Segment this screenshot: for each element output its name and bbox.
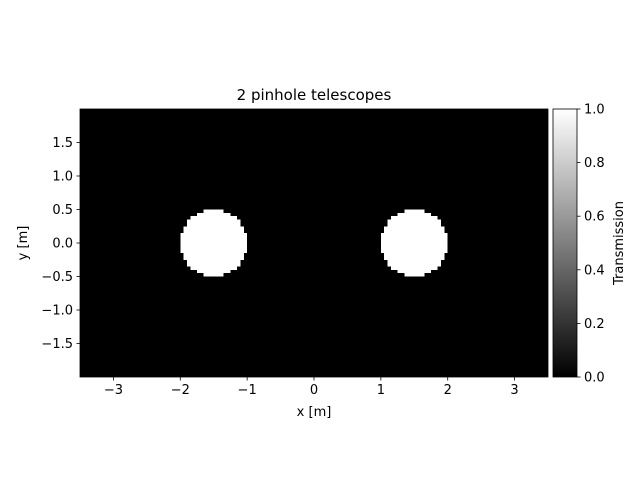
aperture-1: [180, 209, 248, 277]
aperture-shape: [380, 209, 448, 277]
colorbar-tick-label: 0.8: [584, 156, 605, 171]
y-tick-label: 0.5: [52, 203, 73, 218]
y-tick-label: −1.0: [41, 304, 73, 319]
aperture-2: [380, 209, 448, 277]
x-tick-label: 3: [510, 383, 518, 398]
x-tick-label: 1: [377, 383, 385, 398]
colorbar-tick-label: 0.4: [584, 263, 605, 278]
colorbar-gradient: [552, 108, 578, 378]
x-tick-label: −2: [171, 383, 190, 398]
y-axis-label: y [m]: [16, 226, 31, 261]
y-tick-label: 1.5: [52, 136, 73, 151]
y-tick-label: −1.5: [41, 337, 73, 352]
x-tick-label: 2: [444, 383, 452, 398]
colorbar-label: Transmission: [612, 201, 627, 286]
colorbar-tick-label: 0.2: [584, 317, 605, 332]
aperture-shape: [180, 209, 248, 277]
chart-title: 2 pinhole telescopes: [237, 86, 392, 104]
y-axis: 1.5 1.0 0.5 0.0 −0.5 −1.0 −1.5: [41, 136, 80, 352]
heatmap-background: [80, 109, 548, 377]
colorbar: [552, 108, 578, 378]
colorbar-tick-label: 0.6: [584, 210, 605, 225]
x-tick-label: 0: [310, 383, 318, 398]
colorbar-axis: 1.0 0.8 0.6 0.4 0.2 0.0: [577, 103, 605, 386]
y-tick-label: 1.0: [52, 170, 73, 185]
y-tick-label: −0.5: [41, 270, 73, 285]
plot-area: [79, 108, 549, 378]
x-axis: −3 −2 −1 0 1 2 3: [104, 377, 519, 398]
y-tick-label: 0.0: [52, 237, 73, 252]
x-tick-label: −3: [104, 383, 123, 398]
x-tick-label: −1: [238, 383, 257, 398]
colorbar-tick-label: 0.0: [584, 371, 605, 386]
x-axis-label: x [m]: [297, 405, 332, 420]
colorbar-tick-label: 1.0: [584, 103, 605, 118]
